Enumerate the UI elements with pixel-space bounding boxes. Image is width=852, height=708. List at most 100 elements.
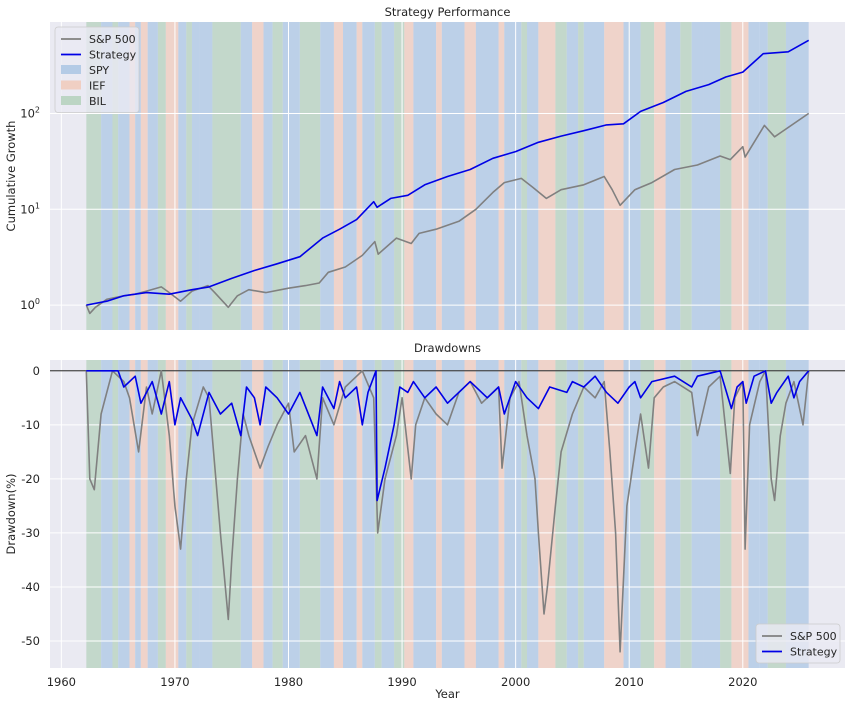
regime-band-spy bbox=[320, 360, 334, 668]
regime-band-spy bbox=[381, 22, 395, 330]
drawdown-y-axis-label: Drawdown(%) bbox=[4, 474, 18, 555]
regime-band-spy bbox=[101, 360, 113, 668]
regime-band-ief bbox=[129, 360, 136, 668]
regime-band-spy bbox=[362, 360, 375, 668]
regime-band-spy bbox=[135, 22, 141, 330]
drawdown-lines bbox=[85, 370, 810, 653]
regime-band-bil bbox=[394, 360, 405, 668]
regime-band-bil bbox=[186, 22, 192, 330]
regime-band-spy bbox=[178, 360, 187, 668]
regime-band-ief bbox=[604, 22, 624, 330]
regime-band-spy bbox=[527, 360, 539, 668]
regime-band-ief bbox=[404, 360, 414, 668]
legend-swatch bbox=[61, 65, 81, 74]
regime-band-ief bbox=[498, 22, 505, 330]
regime-band-spy bbox=[691, 22, 704, 330]
regime-band-ief bbox=[436, 22, 442, 330]
regime-band-spy bbox=[191, 22, 200, 330]
regime-band-bil bbox=[112, 22, 119, 330]
regime-band-bil bbox=[272, 360, 283, 668]
regime-band-bil bbox=[640, 22, 655, 330]
regime-band-bil bbox=[86, 360, 102, 668]
performance-title: Strategy Performance bbox=[385, 5, 511, 19]
regime-band-bil bbox=[521, 22, 527, 330]
regime-band-ief bbox=[165, 22, 179, 330]
x-tick-label: 2010 bbox=[615, 675, 644, 689]
regime-band-bil bbox=[767, 360, 786, 668]
regime-band-bil bbox=[720, 360, 732, 668]
legend-label: IEF bbox=[89, 80, 106, 93]
x-tick-label: 1990 bbox=[387, 675, 416, 689]
regime-band-spy bbox=[441, 360, 465, 668]
regime-band-ief bbox=[252, 360, 264, 668]
regime-band-spy bbox=[583, 22, 605, 330]
regime-band-spy bbox=[288, 360, 300, 668]
regime-band-spy bbox=[703, 360, 721, 668]
y-tick-label: -30 bbox=[21, 526, 40, 540]
regime-band-ief bbox=[538, 22, 556, 330]
drawdown-legend: S&P 500 Strategy bbox=[755, 623, 841, 664]
regime-band-ief bbox=[333, 22, 344, 330]
regime-band-bil bbox=[299, 360, 321, 668]
regime-band-bil bbox=[394, 22, 405, 330]
legend-label: Strategy bbox=[89, 49, 137, 62]
x-tick-label: 1980 bbox=[274, 675, 303, 689]
regime-band-ief bbox=[356, 22, 363, 330]
regime-band-spy bbox=[413, 22, 437, 330]
regime-band-spy bbox=[147, 22, 158, 330]
regime-band-spy bbox=[320, 22, 334, 330]
regime-band-bil bbox=[374, 22, 382, 330]
regime-band-bil bbox=[212, 22, 241, 330]
regime-band-bil bbox=[578, 22, 584, 330]
legend-box bbox=[54, 26, 140, 113]
regime-band-spy bbox=[703, 22, 721, 330]
drawdown-regime-bands bbox=[86, 360, 809, 668]
drawdown-title: Drawdowns bbox=[414, 341, 481, 355]
regime-band-spy bbox=[135, 360, 141, 668]
regime-band-spy bbox=[441, 22, 465, 330]
regime-band-ief bbox=[538, 360, 556, 668]
regime-band-ief bbox=[436, 360, 442, 668]
performance-grid bbox=[50, 22, 845, 330]
regime-band-spy bbox=[240, 360, 253, 668]
regime-band-spy bbox=[583, 360, 605, 668]
regime-band-spy bbox=[362, 22, 375, 330]
regime-band-spy bbox=[566, 360, 579, 668]
regime-band-spy bbox=[665, 360, 681, 668]
legend-label: BIL bbox=[89, 95, 107, 108]
regime-band-ief bbox=[333, 360, 344, 668]
regime-band-spy bbox=[199, 360, 213, 668]
regime-band-spy bbox=[759, 22, 768, 330]
regime-band-ief bbox=[464, 360, 476, 668]
drawdown-y-ticks: 0 -10 -20 -30 -40 -50 bbox=[21, 364, 40, 648]
y-tick-label: -50 bbox=[21, 634, 40, 648]
regime-band-ief bbox=[654, 22, 666, 330]
legend-swatch bbox=[61, 96, 81, 105]
regime-band-spy bbox=[282, 360, 289, 668]
regime-band-spy bbox=[413, 360, 437, 668]
regime-band-spy bbox=[504, 360, 522, 668]
legend-box bbox=[755, 623, 841, 664]
regime-band-bil bbox=[680, 22, 692, 330]
x-tick-label: 1960 bbox=[47, 675, 76, 689]
y-tick-label: -10 bbox=[21, 418, 40, 432]
regime-band-spy bbox=[475, 22, 499, 330]
regime-band-spy bbox=[101, 22, 113, 330]
regime-band-spy bbox=[282, 22, 289, 330]
performance-legend: S&P 500 Strategy SPY IEF BIL bbox=[54, 26, 140, 113]
regime-band-spy bbox=[263, 22, 273, 330]
regime-band-spy bbox=[759, 360, 768, 668]
regime-band-spy bbox=[527, 22, 539, 330]
regime-band-spy bbox=[288, 22, 300, 330]
regime-band-bil bbox=[555, 360, 567, 668]
x-tick-label: 2000 bbox=[501, 675, 530, 689]
regime-band-bil bbox=[578, 360, 584, 668]
regime-band-spy bbox=[504, 22, 522, 330]
regime-band-bil bbox=[680, 360, 692, 668]
x-tick-label: 2020 bbox=[728, 675, 757, 689]
regime-band-ief bbox=[404, 22, 414, 330]
y-tick-label: -40 bbox=[21, 580, 40, 594]
legend-label: S&P 500 bbox=[89, 33, 136, 46]
legend-label: S&P 500 bbox=[790, 630, 837, 643]
legend-label: SPY bbox=[89, 64, 109, 77]
